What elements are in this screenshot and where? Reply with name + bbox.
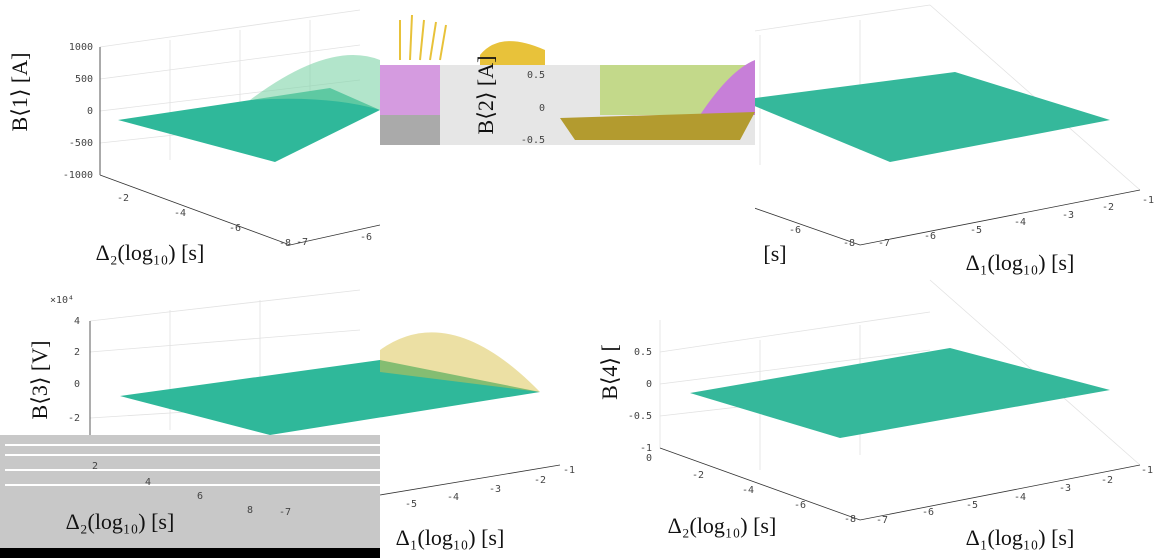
- y-tick: -1: [563, 465, 575, 476]
- x-label: Δ₂(log₁₀) [s]: [96, 240, 205, 265]
- x-tick: 6: [197, 491, 203, 502]
- z-tick: 0.5: [527, 70, 545, 81]
- z-tick: -0.5: [521, 135, 545, 146]
- x-tick: -8: [844, 514, 856, 525]
- y-tick: -6: [924, 231, 936, 242]
- z-tick: 0: [74, 379, 80, 390]
- y-tick: -2: [534, 475, 546, 486]
- y-label: Δ₁(log₁₀) [s]: [966, 250, 1075, 275]
- figure: 1000 500 0 -500 -1000 -2 -4 -6 -8 -7 -6 …: [0, 0, 1163, 558]
- y-tick: -1: [1141, 465, 1153, 476]
- y-tick: -2: [1102, 202, 1114, 213]
- y-tick: -7: [296, 237, 308, 248]
- surface: [740, 72, 1110, 162]
- x-tick: -6: [789, 225, 801, 236]
- z-tick: 500: [75, 74, 93, 85]
- glitch-region: [0, 435, 380, 548]
- y-tick: -7: [878, 238, 890, 249]
- z-tick: -1000: [63, 170, 93, 181]
- x-label-partial: [s]: [763, 241, 786, 266]
- x-tick: -8: [279, 238, 291, 249]
- z-tick: 0.5: [634, 347, 652, 358]
- x-tick: -4: [174, 208, 186, 219]
- x-label: Δ₂(log₁₀) [s]: [66, 509, 175, 534]
- y-tick: -2: [1101, 475, 1113, 486]
- y-tick: -7: [876, 515, 888, 526]
- z-tick: -500: [69, 138, 93, 149]
- z-label: B⟨2⟩ [A]: [473, 56, 498, 135]
- y-tick: -3: [1059, 483, 1071, 494]
- glitch-region: 0.5 0 -0.5 B⟨2⟩ [A]: [380, 0, 755, 348]
- y-tick: -6: [922, 507, 934, 518]
- y-tick: -3: [489, 484, 501, 495]
- z-tick: 1000: [69, 42, 93, 53]
- y-tick: -5: [405, 499, 417, 510]
- glitch-bar: [0, 548, 380, 558]
- x-label: Δ₂(log₁₀) [s]: [668, 513, 777, 538]
- x-tick: 4: [145, 477, 151, 488]
- z-tick: 4: [74, 316, 80, 327]
- y-tick: -5: [970, 225, 982, 236]
- x-tick: -6: [229, 223, 241, 234]
- y-tick: -5: [966, 500, 978, 511]
- z-tick: 0: [87, 106, 93, 117]
- x-tick: -6: [794, 500, 806, 511]
- y-label: Δ₁(log₁₀) [s]: [966, 525, 1075, 550]
- x-tick: -2: [117, 193, 129, 204]
- x-tick: -7: [279, 507, 291, 518]
- x-tick: 2: [92, 461, 98, 472]
- panel-1: 1000 500 0 -500 -1000 -2 -4 -6 -8 -7 -6 …: [7, 10, 380, 370]
- z-tick: -0.5: [628, 411, 652, 422]
- z-label: B⟨3⟩ [V]: [27, 341, 52, 420]
- x-tick: -4: [742, 485, 754, 496]
- x-tick: -8: [843, 238, 855, 249]
- z-tick: 2: [74, 347, 80, 358]
- z-tick: 0: [646, 453, 652, 464]
- y-tick: -3: [1062, 210, 1074, 221]
- y-label: Δ₁(log₁₀) [s]: [396, 525, 505, 550]
- y-tick: -1: [1142, 195, 1154, 206]
- x-tick: 8: [247, 505, 253, 516]
- z-tick: -2: [68, 413, 80, 424]
- z-tick: 0: [539, 103, 545, 114]
- y-tick: -6: [360, 232, 372, 243]
- z-label: B⟨4⟩ [: [597, 344, 622, 400]
- y-tick: -4: [1014, 492, 1026, 503]
- z-label: B⟨1⟩ [A]: [7, 53, 32, 132]
- z-multiplier: ×10⁴: [50, 295, 74, 306]
- y-tick: -4: [447, 492, 459, 503]
- z-tick: 0: [646, 379, 652, 390]
- surface: [690, 348, 1110, 438]
- y-tick: -4: [1014, 217, 1026, 228]
- x-tick: -2: [692, 470, 704, 481]
